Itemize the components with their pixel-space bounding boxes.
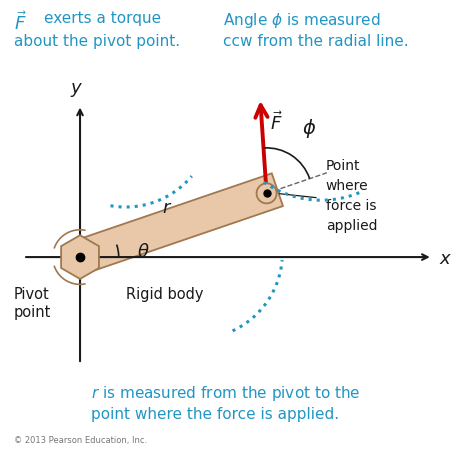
Text: Point: Point	[326, 159, 360, 173]
Text: where: where	[326, 179, 368, 193]
Text: $r$ is measured from the pivot to the: $r$ is measured from the pivot to the	[91, 384, 361, 404]
Text: $\vec{F}$: $\vec{F}$	[270, 111, 283, 134]
Text: Angle $\phi$ is measured: Angle $\phi$ is measured	[223, 11, 381, 30]
Text: $\vec{F}$: $\vec{F}$	[14, 11, 27, 34]
Polygon shape	[72, 173, 283, 274]
Text: $x$: $x$	[439, 250, 453, 268]
Text: $\phi$: $\phi$	[302, 117, 317, 141]
Text: $\theta$: $\theta$	[137, 243, 149, 261]
Text: point where the force is applied.: point where the force is applied.	[91, 407, 339, 422]
Text: $y$: $y$	[70, 81, 83, 99]
Text: © 2013 Pearson Education, Inc.: © 2013 Pearson Education, Inc.	[14, 436, 147, 445]
Text: about the pivot point.: about the pivot point.	[14, 34, 180, 49]
Polygon shape	[61, 235, 99, 279]
Text: force is: force is	[326, 199, 376, 213]
Text: point: point	[14, 305, 51, 320]
Text: Pivot: Pivot	[14, 287, 50, 302]
Text: exerts a torque: exerts a torque	[44, 11, 161, 26]
Text: Rigid body: Rigid body	[126, 287, 203, 302]
Text: $r$: $r$	[162, 199, 173, 217]
Text: ccw from the radial line.: ccw from the radial line.	[223, 34, 409, 49]
Text: applied: applied	[326, 219, 377, 233]
Polygon shape	[256, 183, 277, 203]
